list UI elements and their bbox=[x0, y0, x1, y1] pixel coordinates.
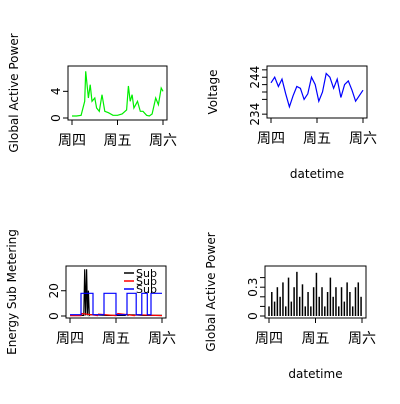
legend-label: Sub bbox=[136, 283, 157, 296]
x-axis-label: datetime bbox=[290, 167, 344, 181]
y-tick-label: 0 bbox=[47, 312, 61, 320]
panel-global-reactive-power-bars: 周四 周五 周六 0 0.3 Global Active Power datetime bbox=[204, 232, 376, 381]
y-tick-label: 0.3 bbox=[246, 278, 260, 297]
y-axis-label: Global Active Power bbox=[204, 232, 218, 351]
series-line-0 bbox=[270, 72, 364, 109]
y-axis-label: Voltage bbox=[206, 69, 220, 114]
x-tick-label: 周六 bbox=[349, 131, 377, 147]
x-tick-label: 周四 bbox=[255, 331, 283, 347]
x-tick-label: 周五 bbox=[104, 133, 132, 149]
x-tick-label: 周四 bbox=[56, 331, 84, 347]
x-tick-label: 周五 bbox=[102, 331, 130, 347]
x-tick-label: 周六 bbox=[149, 133, 177, 149]
series-line-2 bbox=[70, 292, 162, 316]
y-tick-label: 20 bbox=[47, 283, 61, 298]
x-tick-label: 周六 bbox=[148, 331, 176, 347]
x-tick-label: 周五 bbox=[302, 331, 330, 347]
y-tick-label: 0 bbox=[246, 312, 260, 320]
x-tick-label: 周六 bbox=[348, 331, 376, 347]
legend-label: Sub bbox=[136, 275, 157, 288]
y-tick-label: 234 bbox=[248, 103, 262, 126]
x-tick-label: 周五 bbox=[303, 131, 331, 147]
legend-label: Sub bbox=[136, 267, 157, 280]
panel-voltage-line: 周四 周五 周六 234 244 Voltage datetime bbox=[206, 65, 377, 181]
y-tick-label: 0 bbox=[49, 114, 63, 122]
x-tick-label: 周四 bbox=[257, 131, 285, 147]
y-axis-label: Energy Sub Metering bbox=[5, 229, 19, 355]
y-tick-label: 244 bbox=[248, 66, 262, 89]
y-axis-label: Global Active Power bbox=[7, 33, 21, 152]
x-axis-label: datetime bbox=[288, 367, 342, 381]
panel-global-active-power-line: 周四 周五 周六 0 4 Global Active Power bbox=[7, 33, 177, 152]
x-tick-label: 周四 bbox=[58, 133, 86, 149]
y-tick-label: 4 bbox=[49, 88, 63, 96]
series-line-0 bbox=[72, 71, 164, 117]
